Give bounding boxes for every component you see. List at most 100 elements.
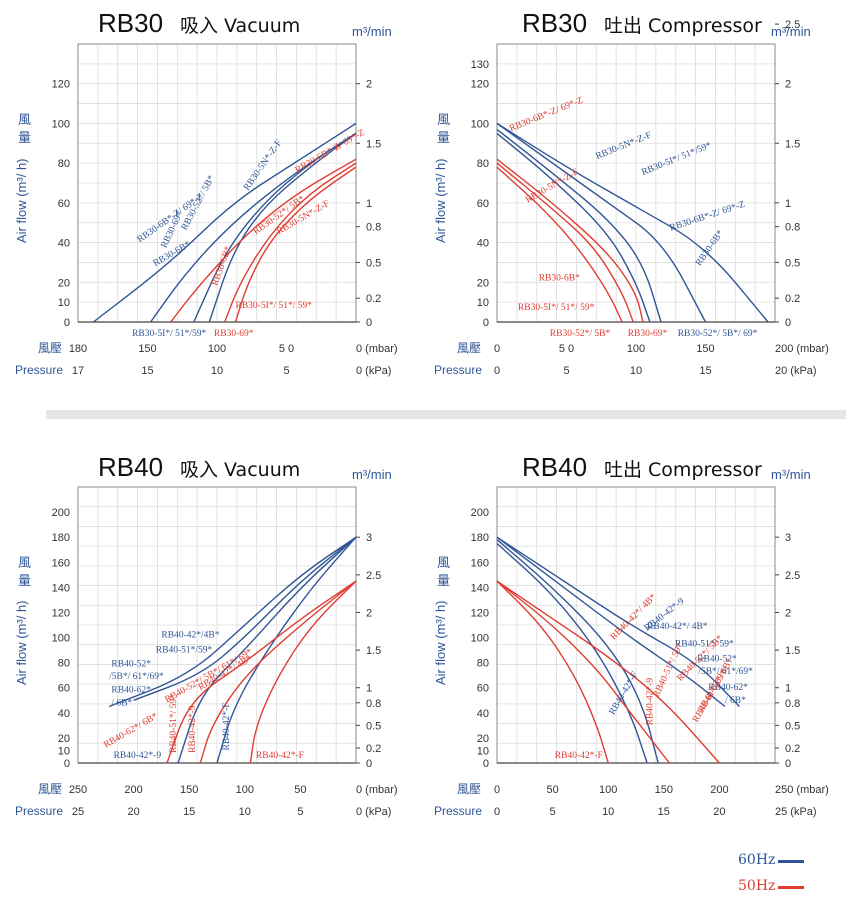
x-tick-label-mbar: 0 <box>494 343 500 355</box>
y2-tick-label: 0.5 <box>785 720 800 732</box>
series-annotation: /5B*/ 61*/69* <box>109 672 164 682</box>
legend-50hz-label: 50Hz <box>738 878 776 894</box>
series-line-0 <box>92 122 357 323</box>
series-annotation: RB40-62*/ 6B* <box>102 711 160 750</box>
series-annotation: / 6B* <box>111 698 132 708</box>
y-tick-label: 140 <box>52 582 70 594</box>
chart-panel-0: RB30 吸入 Vacuum m³/min 0 10 20 40 60 80 100 120 0 0.2… <box>14 8 398 377</box>
y2-tick-label: 0 <box>366 758 372 770</box>
series-line-5 <box>496 162 634 323</box>
y2-tick-label: 1 <box>785 683 791 695</box>
x-tick-label-mbar: 0 (mbar) <box>356 343 398 355</box>
series-line-2 <box>177 536 357 764</box>
x-tick-label-kpa: 15 <box>183 806 195 818</box>
x-tick-label-kpa: 20 <box>127 806 139 818</box>
x-tick-label-kpa: 15 <box>141 365 153 377</box>
y-tick-label: 120 <box>471 79 489 91</box>
chart-title-main: RB30 <box>98 8 163 38</box>
x-tick-label-mbar: 100 <box>236 784 254 796</box>
series-annotation: RB30-69* <box>214 329 254 339</box>
y2-tick-label: 1.5 <box>366 138 381 150</box>
x-tick-label-kpa: 25 (kPa) <box>775 806 817 818</box>
x-tick-label-mbar: 50 <box>546 784 558 796</box>
y-axis-label-cjk: 量 <box>18 131 31 146</box>
x-axis-label-kpa: Pressure <box>434 804 482 818</box>
series-annotation: RB40-52* <box>697 654 737 664</box>
y-tick-label: 180 <box>471 532 489 544</box>
y2-tick-label: 1.5 <box>785 138 800 150</box>
x-tick-label-kpa: 0 (kPa) <box>356 806 391 818</box>
y-axis-label-cjk: 風 <box>437 113 450 128</box>
chart-title-sub: 吐出 Compressor <box>604 459 762 481</box>
y2-tick-label: 0.8 <box>785 222 800 234</box>
series-annotation: RB40-42*-F <box>555 751 603 761</box>
y2-tick-label: 0.8 <box>366 222 381 234</box>
y-tick-label: 20 <box>58 277 70 289</box>
y-axis-label: Air flow (m³/ h) <box>14 601 29 686</box>
series-line-2 <box>193 132 357 323</box>
y2-tick-label: 0.2 <box>366 293 381 305</box>
right-axis-unit: m³/min <box>352 24 392 39</box>
x-axis-label-mbar: 風壓 <box>38 782 62 796</box>
x-tick-label-mbar: 100 <box>599 784 617 796</box>
chart-title-sub: 吐出 Compressor <box>604 15 762 37</box>
series-line-3 <box>496 542 648 764</box>
x-tick-label-mbar: 200 <box>710 784 728 796</box>
x-tick-label-mbar: 50 <box>294 784 306 796</box>
y-tick-label: 60 <box>477 198 489 210</box>
chart-panel-2: RB40 吸入 Vacuum m³/min010204060801001201401… <box>14 452 398 818</box>
x-tick-label-mbar: 0 <box>494 784 500 796</box>
x-tick-label-mbar: 100 <box>627 343 645 355</box>
y-tick-label: 200 <box>52 507 70 519</box>
y2-tick-label: 1 <box>366 683 372 695</box>
y2-tick-label: 3 <box>366 532 372 544</box>
y2-tick-label: 1.5 <box>785 645 800 657</box>
series-annotation: RB40-62* <box>708 683 748 693</box>
y-tick-label: 0 <box>483 758 489 770</box>
y-tick-label: 20 <box>58 733 70 745</box>
series-annotation: RB40-42*/4B* <box>161 631 219 641</box>
x-tick-label-mbar: 5 0 <box>279 343 294 355</box>
series-line-0 <box>496 122 769 323</box>
y2-tick-label: 2.5 <box>366 570 381 582</box>
series-annotation: RB30-5I*/ 51*/ 59* <box>518 303 595 313</box>
series-line-6 <box>496 580 609 764</box>
series-annotation: RB40-42*-9 <box>188 705 198 753</box>
y-axis-label-cjk: 風 <box>437 556 450 571</box>
series-annotation: RB40-51*/ 59* <box>675 639 734 649</box>
x-tick-label-kpa: 17 <box>72 365 84 377</box>
series-annotation: RB40-51*/ 59* <box>169 694 179 753</box>
x-tick-label-mbar: 200 <box>124 784 142 796</box>
series-line-5 <box>224 162 357 323</box>
y-axis-label: Air flow (m³/ h) <box>433 601 448 686</box>
y2-tick-label: 0.8 <box>785 698 800 710</box>
y-tick-label: 0 <box>483 317 489 329</box>
y-tick-label: 20 <box>477 277 489 289</box>
y-axis-label-cjk: 風 <box>18 113 31 128</box>
series-annotation: /5B*/ 61*/69* <box>698 667 753 677</box>
series-annotation: RB30-5I*/ 51*/59* <box>132 329 206 339</box>
chart-title-main: RB30 <box>522 8 587 38</box>
chart-panel-3: RB40 吐出 Compressor m³/min01020406080100120… <box>433 452 829 818</box>
y2-tick-label: 0.2 <box>785 743 800 755</box>
series-annotation: RB40-52* <box>111 659 151 669</box>
y-tick-label: 10 <box>477 745 489 757</box>
x-tick-label-kpa: 5 <box>283 365 289 377</box>
y2-tick-label: 1.5 <box>366 645 381 657</box>
y-tick-label: 100 <box>471 118 489 130</box>
y2-tick-label: 2 <box>785 607 791 619</box>
series-line-6 <box>249 580 357 764</box>
x-tick-label-kpa: 25 <box>72 806 84 818</box>
x-tick-label-kpa: 10 <box>239 806 251 818</box>
x-tick-label-mbar: 180 <box>69 343 87 355</box>
series-line-0 <box>108 536 357 708</box>
series-line-3 <box>496 132 651 323</box>
series-line-2 <box>496 539 659 764</box>
y-tick-label: 10 <box>58 745 70 757</box>
y2-tick-label: 0.5 <box>366 720 381 732</box>
y-tick-label: 40 <box>477 238 489 250</box>
y-tick-label: 120 <box>52 79 70 91</box>
x-tick-label-kpa: 5 <box>297 806 303 818</box>
